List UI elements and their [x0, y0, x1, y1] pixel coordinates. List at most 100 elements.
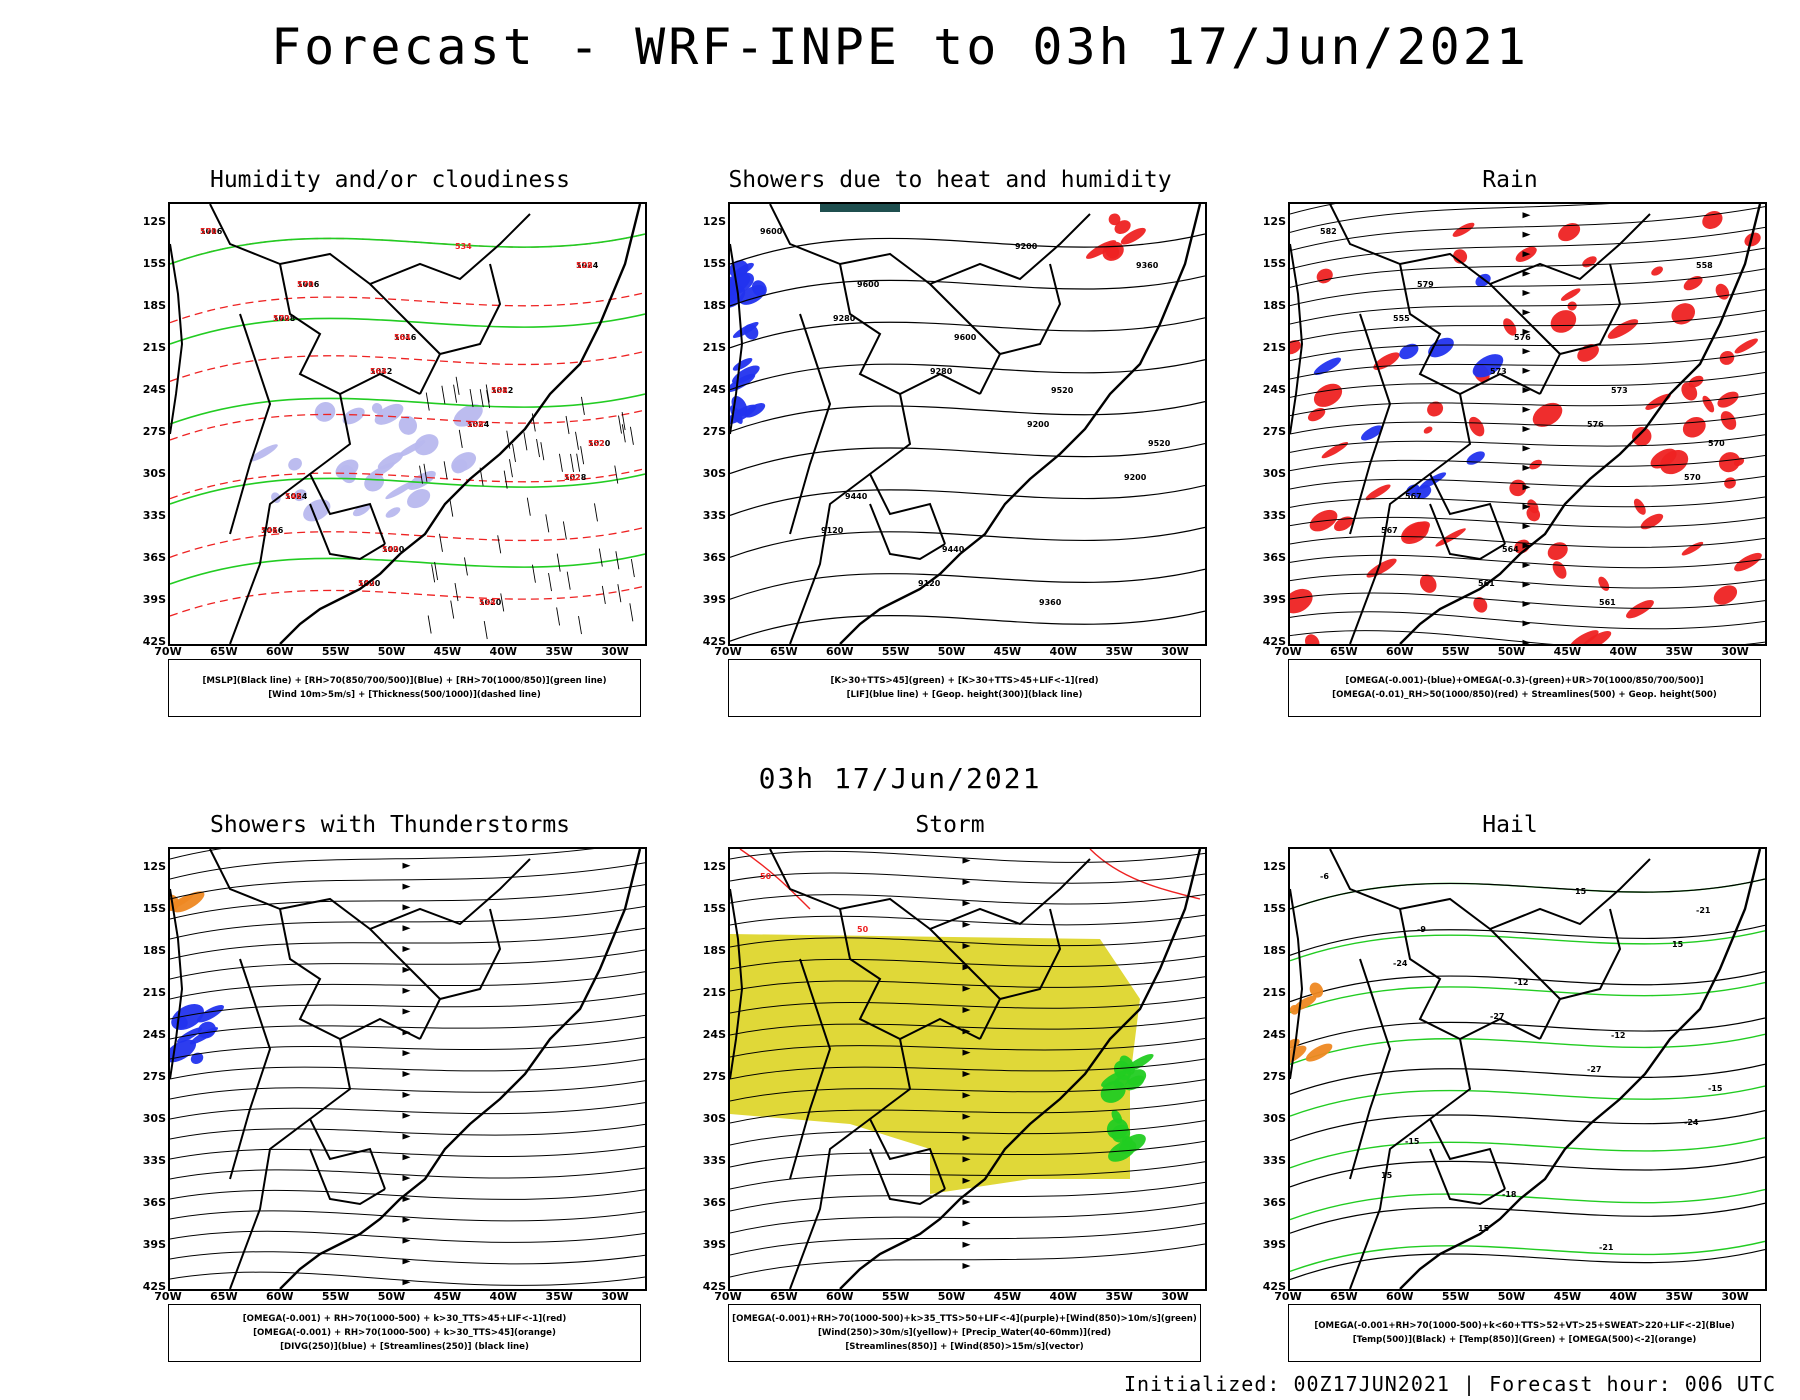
lon-tick-label: 55W: [881, 645, 910, 658]
temp-label: -18: [1502, 1190, 1517, 1199]
lon-tick-label: 30W: [1161, 1290, 1189, 1303]
lon-tick-label: 65W: [210, 645, 238, 658]
thickness-label: 534: [479, 598, 496, 607]
legend-line: [OMEGA(-0.001) + RH>70(1000-500) + k>30_…: [242, 1314, 567, 1324]
lat-tick-label: 42S: [702, 635, 726, 648]
lon-tick-label: 35W: [1105, 645, 1133, 658]
lon-tick-label: 60W: [826, 1290, 854, 1303]
lon-tick-label: 40W: [489, 1290, 517, 1303]
map-canvas: 582 579 576 573 570 567 564 561 558 555 573 576 570 5…: [1290, 204, 1765, 644]
panel-title-showers-heat: Showers due to heat and humidity: [728, 167, 1172, 193]
lat-tick-label: 15S: [702, 902, 726, 915]
lon-tick-label: 30W: [601, 645, 629, 658]
height-label: 570: [1684, 473, 1701, 482]
lat-tick-label: 12S: [142, 215, 166, 228]
lon-tick-label: 55W: [321, 1290, 350, 1303]
lat-tick-label: 21S: [702, 986, 726, 999]
lon-tick-label: 35W: [1665, 1290, 1693, 1303]
lon-tick-label: 50W: [377, 645, 406, 658]
lat-tick-label: 24S: [142, 1028, 166, 1041]
legend-showers-heat: [K>30+TTS>45](green) + [K>30+TTS>45+LIF<…: [728, 659, 1201, 717]
thickness-label: 570: [273, 314, 290, 323]
lat-tick-label: 30S: [1262, 467, 1286, 480]
panel-title-hail: Hail: [1482, 812, 1538, 838]
height-label: 582: [1320, 227, 1337, 236]
lat-tick-label: 42S: [1262, 635, 1286, 648]
isobar-label: 1020: [382, 545, 405, 554]
lon-tick-label: 55W: [881, 1290, 910, 1303]
height-label: 579: [1417, 280, 1434, 289]
map-canvas: 1016 1016 1016 1012 1020 1024 1020 1020 1024 1028…: [170, 204, 645, 644]
temp-label: 15: [1672, 940, 1684, 949]
lat-tick-label: 15S: [702, 257, 726, 270]
lat-tick-label: 33S: [702, 1154, 726, 1167]
height-label: 9280: [833, 314, 856, 323]
lon-tick-label: 30W: [1721, 1290, 1749, 1303]
lon-tick-label: 50W: [937, 1290, 966, 1303]
thickness-label: 534: [455, 242, 472, 251]
lon-tick-label: 45W: [993, 1290, 1022, 1303]
legend-line: [OMEGA(-0.01)_RH>50(1000/850)(red) + Str…: [1332, 690, 1717, 700]
lat-tick-label: 30S: [702, 1112, 726, 1125]
height-label: 9200: [1124, 473, 1147, 482]
lon-tick-label: 65W: [770, 645, 798, 658]
lon-tick-label: 50W: [1497, 1290, 1526, 1303]
height-label: 9440: [845, 492, 868, 501]
height-label: 9600: [954, 333, 977, 342]
lon-tick-label: 40W: [1609, 1290, 1637, 1303]
legend-line: [OMEGA(-0.001)+RH>70(1000-500)+k>35_TTS>…: [732, 1314, 1197, 1324]
height-label: 555: [1393, 314, 1410, 323]
lon-tick-label: 35W: [1665, 645, 1693, 658]
lat-tick-label: 39S: [142, 1238, 166, 1251]
legend-line: [OMEGA(-0.001) + RH>70(1000-500) + k>30_…: [253, 1328, 556, 1338]
lat-tick-label: 27S: [142, 425, 166, 438]
lat-tick-label: 30S: [142, 467, 166, 480]
legend-line: [Streamlines(850)] + [Wind(850)>15m/s](v…: [845, 1342, 1084, 1352]
panel-rain: Rain 582 579 576 573 570 567 564 561 558 555 573 576…: [1230, 167, 1790, 747]
legend-thunderstorms: [OMEGA(-0.001) + RH>70(1000-500) + k>30_…: [168, 1304, 641, 1362]
height-label: 573: [1611, 386, 1628, 395]
temp-label: 15: [1575, 887, 1587, 896]
lon-tick-label: 45W: [1553, 1290, 1582, 1303]
thickness-label: 564: [394, 333, 411, 342]
height-label: 9200: [1027, 420, 1050, 429]
map-hail: -6 -9 -12 -12 -15 -15 -18 -21 -21 -24 -27 -27 -24 15 1…: [1288, 847, 1767, 1291]
legend-line: [LIF](blue line) + [Geop. height(300)](b…: [846, 690, 1083, 700]
legend-line: [OMEGA(-0.001+RH>70(1000-500)+k<60+TTS>5…: [1314, 1321, 1735, 1331]
lon-tick-label: 65W: [1330, 645, 1358, 658]
thickness-label: 558: [467, 420, 484, 429]
lon-tick-label: 55W: [1441, 1290, 1470, 1303]
legend-line: [Wind 10m>5m/s] + [Thickness(500/1000)](…: [268, 690, 541, 700]
lon-tick-label: 50W: [1497, 645, 1526, 658]
height-label: 576: [1514, 333, 1531, 342]
lon-tick-label: 70W: [1274, 645, 1302, 658]
lat-tick-label: 30S: [142, 1112, 166, 1125]
lat-tick-label: 27S: [142, 1070, 166, 1083]
height-label: 558: [1696, 261, 1713, 270]
height-label: 9520: [1148, 439, 1171, 448]
lat-tick-label: 33S: [142, 1154, 166, 1167]
panel-title-thunderstorms: Showers with Thunderstorms: [209, 812, 571, 838]
isobar-label: 1024: [576, 261, 599, 270]
lat-tick-label: 18S: [1262, 299, 1286, 312]
lat-tick-label: 42S: [1262, 1280, 1286, 1293]
thickness-label: 558: [491, 386, 508, 395]
lat-tick-label: 42S: [142, 635, 166, 648]
height-label: 573: [1490, 367, 1507, 376]
lon-tick-label: 45W: [433, 1290, 462, 1303]
lat-tick-label: 12S: [1262, 860, 1286, 873]
lat-tick-label: 36S: [142, 1196, 166, 1209]
thickness-label: 540: [382, 545, 399, 554]
legend-hail: [OMEGA(-0.001+RH>70(1000-500)+k<60+TTS>5…: [1288, 1304, 1761, 1362]
lon-tick-label: 65W: [210, 1290, 238, 1303]
lon-tick-label: 50W: [377, 1290, 406, 1303]
isobar-label: 1032: [370, 367, 392, 376]
panel-title-humidity: Humidity and/or cloudiness: [209, 167, 571, 193]
lon-tick-label: 70W: [714, 645, 742, 658]
thickness-label: 570: [200, 227, 217, 236]
lon-tick-label: 60W: [1386, 1290, 1414, 1303]
lat-tick-label: 33S: [142, 509, 166, 522]
temp-label: -24: [1684, 1118, 1699, 1127]
lon-tick-label: 60W: [266, 1290, 294, 1303]
forecast-time-subtitle: 03h 17/Jun/2021: [758, 762, 1042, 795]
